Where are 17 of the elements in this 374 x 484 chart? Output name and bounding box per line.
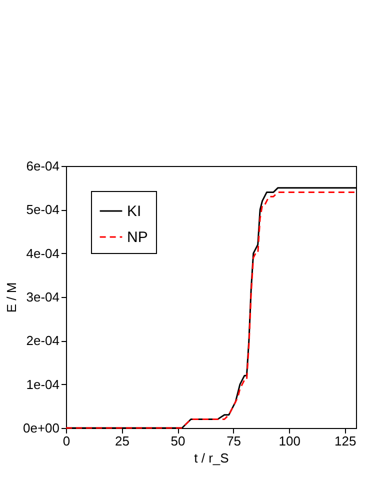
x-axis-title: t / r_S bbox=[194, 450, 230, 466]
legend-label: KI bbox=[127, 203, 142, 220]
x-tick-label: 125 bbox=[334, 434, 356, 448]
y-axis-title: E / M bbox=[4, 282, 19, 313]
y-tick-label: 6e-04 bbox=[26, 158, 60, 174]
x-tick-label: 25 bbox=[115, 434, 130, 448]
x-tick-label: 100 bbox=[278, 434, 300, 448]
y-tick-label: 0e+00 bbox=[22, 420, 60, 436]
y-tick-label: 5e-04 bbox=[26, 202, 60, 218]
y-tick-label: 3e-04 bbox=[26, 290, 60, 304]
y-tick-label: 4e-04 bbox=[26, 246, 60, 261]
x-tick-label: 0 bbox=[62, 434, 70, 448]
legend-label: NP bbox=[127, 229, 148, 246]
x-tick-label: 75 bbox=[226, 434, 242, 448]
x-tick-label: 50 bbox=[170, 434, 186, 448]
y-tick-label: 1e-04 bbox=[26, 376, 60, 392]
y-tick-label: 2e-04 bbox=[26, 333, 60, 348]
